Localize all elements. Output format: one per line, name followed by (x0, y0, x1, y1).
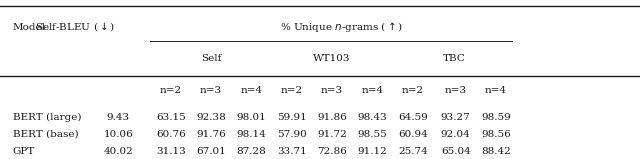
Text: 98.01: 98.01 (237, 113, 266, 122)
Text: 25.74: 25.74 (398, 147, 428, 156)
Text: n=4: n=4 (485, 86, 507, 95)
Text: 40.02: 40.02 (104, 147, 133, 156)
Text: 92.04: 92.04 (441, 130, 470, 139)
Text: 65.04: 65.04 (441, 147, 470, 156)
Text: Model: Model (13, 23, 46, 31)
Text: n=3: n=3 (321, 86, 343, 95)
Text: 91.12: 91.12 (358, 147, 387, 156)
Text: 91.76: 91.76 (196, 130, 226, 139)
Text: 88.42: 88.42 (481, 147, 511, 156)
Text: TBC: TBC (443, 54, 466, 63)
Text: 72.86: 72.86 (317, 147, 347, 156)
Text: 98.56: 98.56 (481, 130, 511, 139)
Text: BERT (base): BERT (base) (13, 130, 79, 139)
Text: 92.38: 92.38 (196, 113, 226, 122)
Text: 98.14: 98.14 (237, 130, 266, 139)
Text: n=2: n=2 (402, 86, 424, 95)
Text: 64.59: 64.59 (398, 113, 428, 122)
Text: n=2: n=2 (160, 86, 182, 95)
Text: 60.94: 60.94 (398, 130, 428, 139)
Text: 98.59: 98.59 (481, 113, 511, 122)
Text: n=3: n=3 (200, 86, 222, 95)
Text: WT103: WT103 (314, 54, 351, 63)
Text: % Unique $n$-grams ($\uparrow$): % Unique $n$-grams ($\uparrow$) (280, 20, 403, 34)
Text: n=4: n=4 (241, 86, 262, 95)
Text: 93.27: 93.27 (441, 113, 470, 122)
Text: 91.72: 91.72 (317, 130, 347, 139)
Text: n=3: n=3 (445, 86, 467, 95)
Text: GPT: GPT (13, 147, 35, 156)
Text: 33.71: 33.71 (277, 147, 307, 156)
Text: 59.91: 59.91 (277, 113, 307, 122)
Text: n=2: n=2 (281, 86, 303, 95)
Text: 63.15: 63.15 (156, 113, 186, 122)
Text: 98.55: 98.55 (358, 130, 387, 139)
Text: Self: Self (201, 54, 221, 63)
Text: 10.06: 10.06 (104, 130, 133, 139)
Text: n=4: n=4 (362, 86, 383, 95)
Text: 87.28: 87.28 (237, 147, 266, 156)
Text: 98.43: 98.43 (358, 113, 387, 122)
Text: 60.76: 60.76 (156, 130, 186, 139)
Text: 57.90: 57.90 (277, 130, 307, 139)
Text: BERT (large): BERT (large) (13, 113, 81, 122)
Text: 67.01: 67.01 (196, 147, 226, 156)
Text: 31.13: 31.13 (156, 147, 186, 156)
Text: 91.86: 91.86 (317, 113, 347, 122)
Text: 9.43: 9.43 (107, 113, 130, 122)
Text: Self-BLEU ($\downarrow$): Self-BLEU ($\downarrow$) (35, 21, 115, 34)
